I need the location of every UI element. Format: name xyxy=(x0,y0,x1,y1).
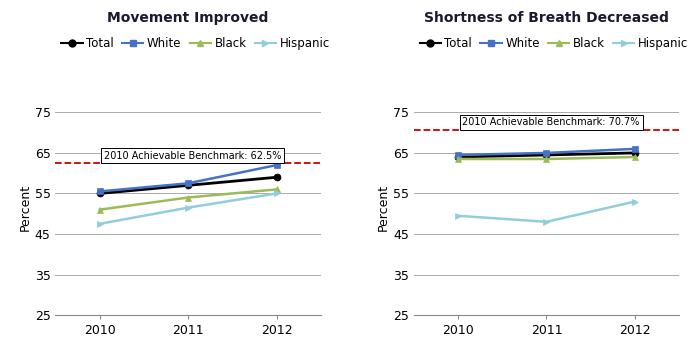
Text: 2010 Achievable Benchmark: 70.7%: 2010 Achievable Benchmark: 70.7% xyxy=(462,117,640,127)
Y-axis label: Percent: Percent xyxy=(377,184,390,231)
Text: 2010 Achievable Benchmark: 62.5%: 2010 Achievable Benchmark: 62.5% xyxy=(104,151,281,161)
Legend: Total, White, Black, Hispanic: Total, White, Black, Hispanic xyxy=(62,37,330,50)
Legend: Total, White, Black, Hispanic: Total, White, Black, Hispanic xyxy=(420,37,688,50)
Y-axis label: Percent: Percent xyxy=(19,184,32,231)
Text: Movement Improved: Movement Improved xyxy=(107,11,269,25)
Text: Shortness of Breath Decreased: Shortness of Breath Decreased xyxy=(424,11,669,25)
